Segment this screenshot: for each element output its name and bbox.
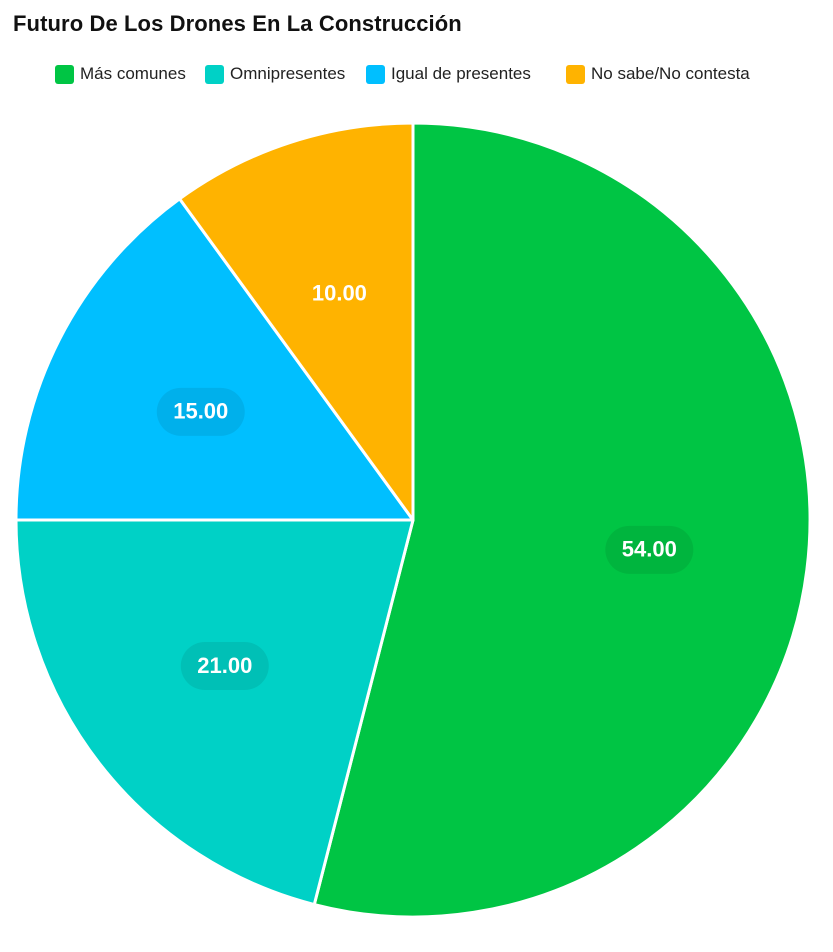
legend-swatch (566, 64, 585, 84)
slice-value-label: 54.00 (605, 525, 694, 574)
legend-swatch (55, 64, 74, 84)
slice-value-text: 10.00 (312, 280, 367, 305)
slice-value-pill (605, 525, 694, 574)
chart-title: Futuro De Los Drones En La Construcción (13, 11, 462, 36)
chart-legend: Más comunes Omnipresentes Igual de prese… (0, 62, 833, 88)
legend-item-omnipresentes[interactable]: Omnipresentes (205, 62, 345, 86)
pie-slice-no-sabe-no-contesta[interactable] (178, 121, 415, 522)
slice-value-pill (156, 387, 245, 436)
slice-value-label: 10.00 (312, 280, 367, 305)
slice-value-label: 15.00 (156, 387, 245, 436)
slice-value-label: 21.00 (180, 641, 269, 690)
slice-value-text: 21.00 (197, 653, 252, 678)
legend-label: Igual de presentes (391, 64, 531, 83)
legend-item-igual-de-presentes[interactable]: Igual de presentes (366, 62, 531, 86)
slice-value-pill (180, 641, 269, 690)
legend-swatch (205, 64, 224, 84)
legend-item-no-sabe-no-contesta[interactable]: No sabe/No contesta (566, 62, 750, 86)
legend-label: No sabe/No contesta (591, 64, 750, 83)
legend-label: Más comunes (80, 64, 186, 83)
slice-value-text: 15.00 (173, 399, 228, 424)
slice-value-text: 54.00 (622, 537, 677, 562)
pie-slice-omnipresentes[interactable] (14, 518, 415, 907)
legend-item-mas-comunes[interactable]: Más comunes (55, 62, 186, 86)
pie-slice-mas-comunes[interactable] (312, 121, 812, 919)
pie-slice-igual-de-presentes[interactable] (14, 197, 415, 522)
legend-label: Omnipresentes (230, 64, 346, 83)
legend-swatch (366, 64, 385, 84)
